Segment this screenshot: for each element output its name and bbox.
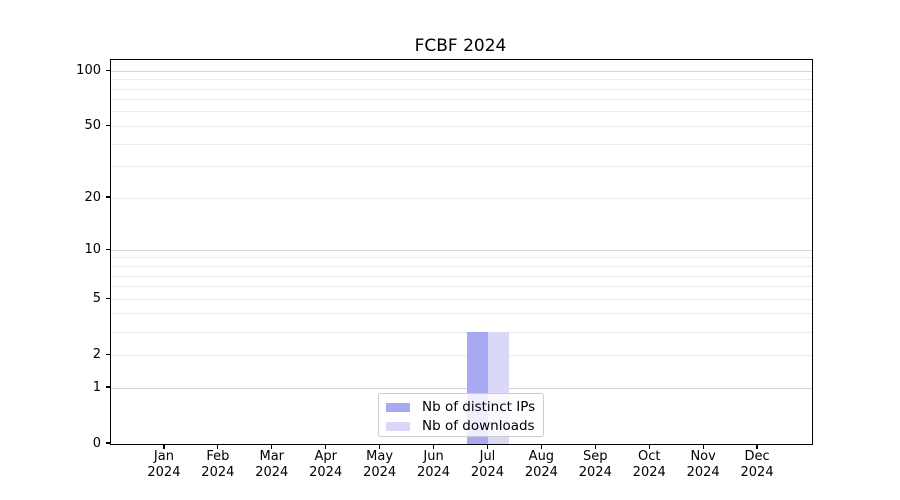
month-label: Jan <box>153 449 174 464</box>
minor-gridline <box>111 166 812 168</box>
x-axis-tick <box>271 444 273 449</box>
x-axis-tick <box>702 444 704 449</box>
x-axis-tick <box>756 444 758 449</box>
x-axis-tick <box>217 444 219 449</box>
x-axis-tick <box>163 444 165 449</box>
minor-gridline <box>111 286 812 288</box>
month-label: Aug <box>528 449 555 464</box>
x-axis-tick-label: Nov 2024 <box>671 449 735 480</box>
y-axis-tick <box>106 124 110 126</box>
legend: Nb of distinct IPs Nb of downloads <box>378 393 544 437</box>
legend-label-downloads: Nb of downloads <box>422 418 535 434</box>
legend-item-downloads: Nb of downloads <box>386 418 543 434</box>
legend-label-distinct-ips: Nb of distinct IPs <box>422 399 536 415</box>
month-label: Feb <box>206 449 230 464</box>
month-label: Jun <box>423 449 444 464</box>
month-label: May <box>366 449 394 464</box>
y-axis-tick-label: 0 <box>92 435 101 451</box>
minor-gridline <box>111 197 812 199</box>
x-axis-tick-label: Jun 2024 <box>402 449 466 480</box>
minor-gridline <box>111 313 812 315</box>
x-axis-tick <box>594 444 596 449</box>
year-label: 2024 <box>470 464 504 480</box>
x-axis-tick-label: Oct 2024 <box>617 449 681 480</box>
year-label: 2024 <box>147 464 181 480</box>
y-axis-tick-label: 100 <box>76 62 101 78</box>
minor-gridline <box>111 143 812 145</box>
minor-gridline <box>111 99 812 101</box>
y-axis-tick-label: 10 <box>84 241 101 257</box>
plot-area <box>110 59 813 445</box>
month-label: Dec <box>744 449 770 464</box>
y-axis-tick-label: 20 <box>84 189 101 205</box>
x-axis-tick <box>325 444 327 449</box>
y-axis-tick-label: 1 <box>92 379 101 395</box>
minor-gridline <box>111 125 812 127</box>
minor-gridline <box>111 257 812 259</box>
y-axis-tick-label: 2 <box>92 346 101 362</box>
x-axis-tick <box>432 444 435 449</box>
x-axis-tick-label: Sep 2024 <box>563 449 627 480</box>
minor-gridline <box>111 111 812 113</box>
y-axis-tick-label: 5 <box>92 290 101 306</box>
x-axis-tick-label: Mar 2024 <box>240 449 304 480</box>
y-axis-tick <box>106 69 110 71</box>
month-label: Sep <box>583 449 608 464</box>
minor-gridline <box>111 266 812 267</box>
year-label: 2024 <box>740 464 774 480</box>
chart-title: FCBF 2024 <box>414 36 507 56</box>
month-label: Apr <box>314 449 337 464</box>
y-axis-tick <box>106 248 110 250</box>
x-axis-tick-label: Jul 2024 <box>455 449 519 480</box>
y-axis-tick <box>106 386 110 388</box>
x-axis-tick-label: Feb 2024 <box>186 449 250 480</box>
x-axis-tick-label: Apr 2024 <box>294 449 358 480</box>
y-axis-tick <box>106 442 110 444</box>
major-gridline <box>111 70 812 72</box>
year-label: 2024 <box>632 464 666 480</box>
year-label: 2024 <box>201 464 235 480</box>
minor-gridline <box>111 79 812 81</box>
x-axis-tick <box>540 444 542 449</box>
year-label: 2024 <box>686 464 720 480</box>
major-gridline <box>111 387 812 389</box>
distinct-ips-swatch-icon <box>386 402 410 412</box>
downloads-swatch-icon <box>386 421 410 431</box>
x-axis-tick <box>648 444 650 449</box>
x-axis-tick <box>379 444 381 449</box>
year-label: 2024 <box>416 464 451 480</box>
month-label: Jul <box>479 449 496 464</box>
year-label: 2024 <box>363 464 397 480</box>
year-label: 2024 <box>578 464 612 480</box>
x-axis-tick-label: Dec 2024 <box>725 449 789 480</box>
y-axis-tick <box>106 297 110 299</box>
x-axis-tick-label: Aug 2024 <box>509 449 573 480</box>
year-label: 2024 <box>255 464 289 480</box>
y-axis-tick-label: 50 <box>84 117 101 133</box>
month-label: Nov <box>690 449 716 464</box>
month-label: Oct <box>637 449 661 464</box>
x-axis-tick-label: May 2024 <box>348 449 412 480</box>
y-axis-tick <box>106 196 110 198</box>
x-axis-tick-label: Jan 2024 <box>132 449 196 480</box>
month-label: Mar <box>259 449 285 464</box>
x-axis-tick <box>486 444 489 449</box>
year-label: 2024 <box>309 464 343 480</box>
y-axis-tick <box>106 353 110 355</box>
legend-item-distinct-ips: Nb of distinct IPs <box>386 399 543 415</box>
minor-gridline <box>111 88 812 90</box>
minor-gridline <box>111 275 812 277</box>
year-label: 2024 <box>524 464 558 480</box>
major-gridline <box>111 249 812 251</box>
minor-gridline <box>111 331 812 333</box>
minor-gridline <box>111 298 812 300</box>
minor-gridline <box>111 354 812 356</box>
